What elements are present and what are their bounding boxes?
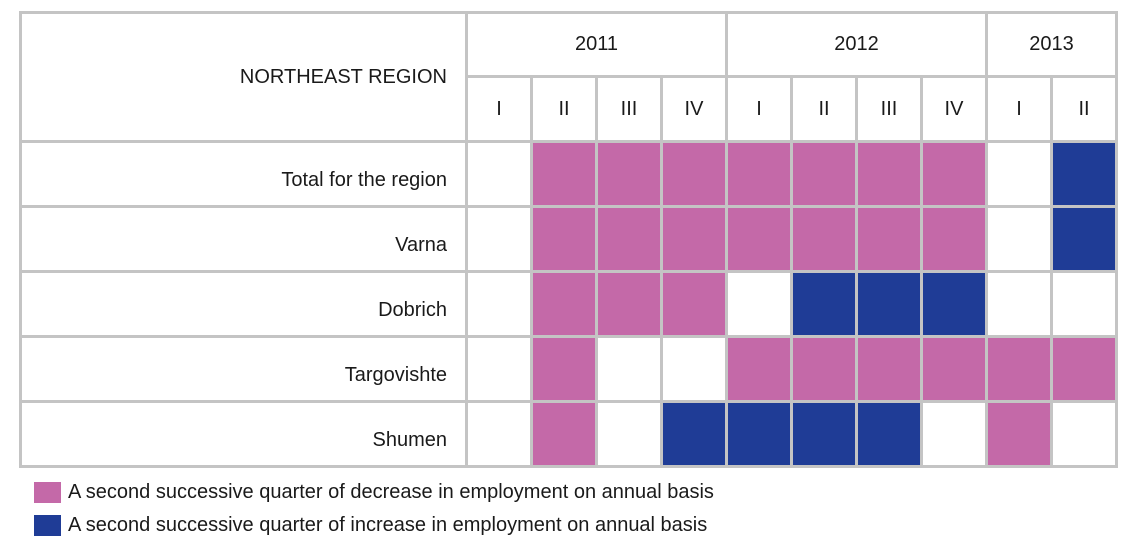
status-cell-decrease bbox=[920, 140, 988, 208]
quarter-header: II bbox=[790, 75, 858, 143]
row-label: Shumen bbox=[19, 400, 468, 468]
status-cell-decrease bbox=[790, 335, 858, 403]
status-cell-none bbox=[660, 335, 728, 403]
row-label: Total for the region bbox=[19, 140, 468, 208]
table-row: Targovishte bbox=[19, 335, 1118, 403]
status-cell-none bbox=[1050, 400, 1118, 468]
status-cell-increase bbox=[790, 270, 858, 338]
year-header: 2013 bbox=[985, 11, 1118, 78]
quarter-header: I bbox=[985, 75, 1053, 143]
status-cell-decrease bbox=[660, 205, 728, 273]
table-row: Shumen bbox=[19, 400, 1118, 468]
status-cell-none bbox=[465, 205, 533, 273]
quarter-header: III bbox=[855, 75, 923, 143]
status-cell-none bbox=[920, 400, 988, 468]
status-cell-decrease bbox=[725, 205, 793, 273]
status-cell-none bbox=[595, 335, 663, 403]
status-cell-none bbox=[985, 140, 1053, 208]
status-cell-increase bbox=[660, 400, 728, 468]
status-cell-increase bbox=[1050, 140, 1118, 208]
status-cell-increase bbox=[855, 400, 923, 468]
legend-label-increase: A second successive quarter of increase … bbox=[68, 514, 708, 536]
quarter-header: IV bbox=[660, 75, 728, 143]
legend-label-decrease: A second successive quarter of decrease … bbox=[68, 481, 714, 503]
status-cell-decrease bbox=[595, 205, 663, 273]
status-cell-decrease bbox=[530, 335, 598, 403]
status-cell-none bbox=[985, 270, 1053, 338]
status-cell-decrease bbox=[530, 205, 598, 273]
legend-item-increase: A second successive quarter of increase … bbox=[34, 514, 707, 537]
status-cell-none bbox=[595, 400, 663, 468]
status-cell-decrease bbox=[725, 140, 793, 208]
status-cell-increase bbox=[855, 270, 923, 338]
status-cell-none bbox=[725, 270, 793, 338]
employment-grid: NORTHEAST REGION 2011 2012 2013 I II III IV I I… bbox=[19, 11, 1118, 468]
status-cell-decrease bbox=[855, 205, 923, 273]
status-cell-decrease bbox=[1050, 335, 1118, 403]
year-header: 2012 bbox=[725, 11, 988, 78]
status-cell-none bbox=[465, 270, 533, 338]
row-label: Varna bbox=[19, 205, 468, 273]
status-cell-decrease bbox=[530, 140, 598, 208]
status-cell-decrease bbox=[595, 140, 663, 208]
quarter-header: III bbox=[595, 75, 663, 143]
status-cell-none bbox=[1050, 270, 1118, 338]
status-cell-decrease bbox=[790, 205, 858, 273]
quarter-header: II bbox=[530, 75, 598, 143]
year-header: 2011 bbox=[465, 11, 728, 78]
status-cell-decrease bbox=[855, 335, 923, 403]
table-row: Varna bbox=[19, 205, 1118, 273]
status-cell-decrease bbox=[985, 400, 1053, 468]
status-cell-increase bbox=[920, 270, 988, 338]
quarter-header: IV bbox=[920, 75, 988, 143]
status-cell-decrease bbox=[595, 270, 663, 338]
status-cell-increase bbox=[725, 400, 793, 468]
region-title: NORTHEAST REGION bbox=[19, 11, 468, 143]
status-cell-none bbox=[465, 400, 533, 468]
status-cell-decrease bbox=[790, 140, 858, 208]
status-cell-none bbox=[465, 140, 533, 208]
status-cell-decrease bbox=[530, 400, 598, 468]
table-row: Total for the region bbox=[19, 140, 1118, 208]
status-cell-increase bbox=[1050, 205, 1118, 273]
legend-item-decrease: A second successive quarter of decrease … bbox=[34, 481, 714, 504]
status-cell-decrease bbox=[725, 335, 793, 403]
legend-swatch-increase bbox=[34, 515, 61, 536]
status-cell-decrease bbox=[530, 270, 598, 338]
quarter-header: I bbox=[725, 75, 793, 143]
row-label: Targovishte bbox=[19, 335, 468, 403]
status-cell-decrease bbox=[660, 140, 728, 208]
status-cell-decrease bbox=[920, 335, 988, 403]
status-cell-decrease bbox=[855, 140, 923, 208]
row-label: Dobrich bbox=[19, 270, 468, 338]
status-cell-none bbox=[985, 205, 1053, 273]
quarter-header: II bbox=[1050, 75, 1118, 143]
status-cell-none bbox=[465, 335, 533, 403]
quarter-header: I bbox=[465, 75, 533, 143]
status-cell-decrease bbox=[920, 205, 988, 273]
status-cell-decrease bbox=[985, 335, 1053, 403]
status-cell-increase bbox=[790, 400, 858, 468]
legend-swatch-decrease bbox=[34, 482, 61, 503]
status-cell-decrease bbox=[660, 270, 728, 338]
table-row: Dobrich bbox=[19, 270, 1118, 338]
